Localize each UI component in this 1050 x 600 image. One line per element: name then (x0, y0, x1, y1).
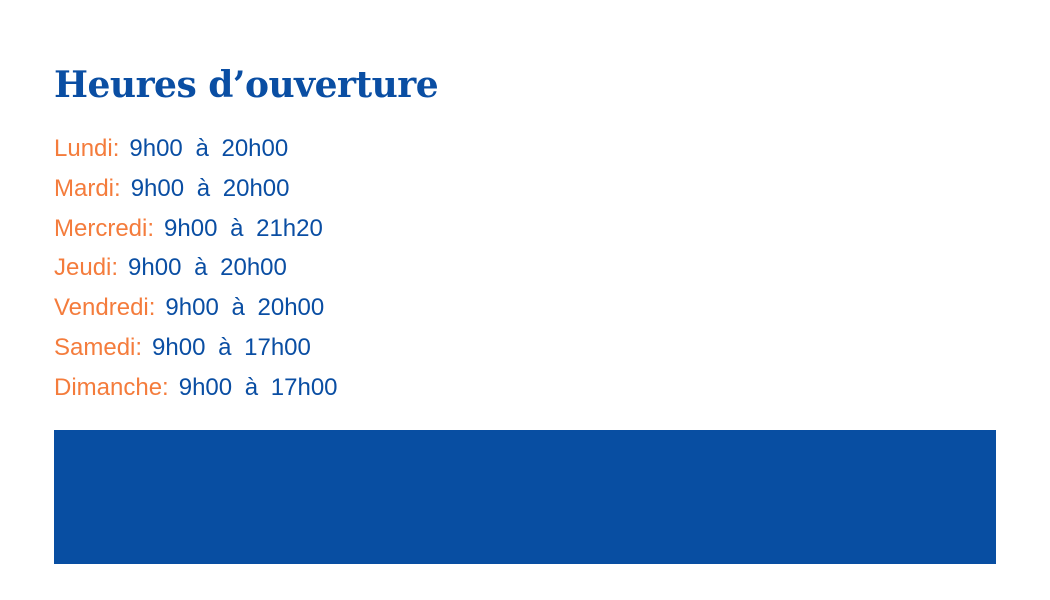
time-range: 9h00 à 20h00 (128, 254, 287, 282)
time-range: 9h00 à 20h00 (165, 294, 325, 322)
day-label: Dimanche: (54, 373, 169, 401)
time-range: 9h00 à 21h20 (164, 214, 323, 242)
opening-hours-list: Lundi: 9h00 à 20h00 Mardi: 9h00 à 20h00 Me… (54, 133, 338, 412)
day-label: Vendredi: (54, 294, 156, 322)
hours-row-tuesday: Mardi: 9h00 à 20h00 (54, 173, 338, 213)
time-range: 9h00 à 17h00 (178, 373, 338, 401)
time-range: 9h00 à 20h00 (129, 135, 289, 162)
hours-row-saturday: Samedi: 9h00 à 17h00 (54, 332, 338, 372)
page-title: Heures d’ouverture (54, 64, 439, 106)
day-label: Mardi: (54, 174, 121, 202)
time-range: 9h00 à 17h00 (152, 333, 311, 361)
time-range: 9h00 à 20h00 (130, 174, 290, 202)
hours-row-sunday: Dimanche: 9h00 à 17h00 (54, 372, 338, 412)
hours-row-wednesday: Mercredi: 9h00 à 21h20 (54, 213, 338, 253)
hours-row-thursday: Jeudi: 9h00 à 20h00 (54, 252, 338, 292)
hours-row-friday: Vendredi: 9h00 à 20h00 (54, 292, 338, 332)
blue-banner (54, 430, 996, 564)
day-label: Mercredi: (54, 214, 155, 242)
day-label: Jeudi: (54, 254, 119, 282)
hours-row-monday: Lundi: 9h00 à 20h00 (54, 133, 338, 173)
day-label: Samedi: (54, 333, 143, 361)
day-label: Lundi: (54, 135, 120, 162)
